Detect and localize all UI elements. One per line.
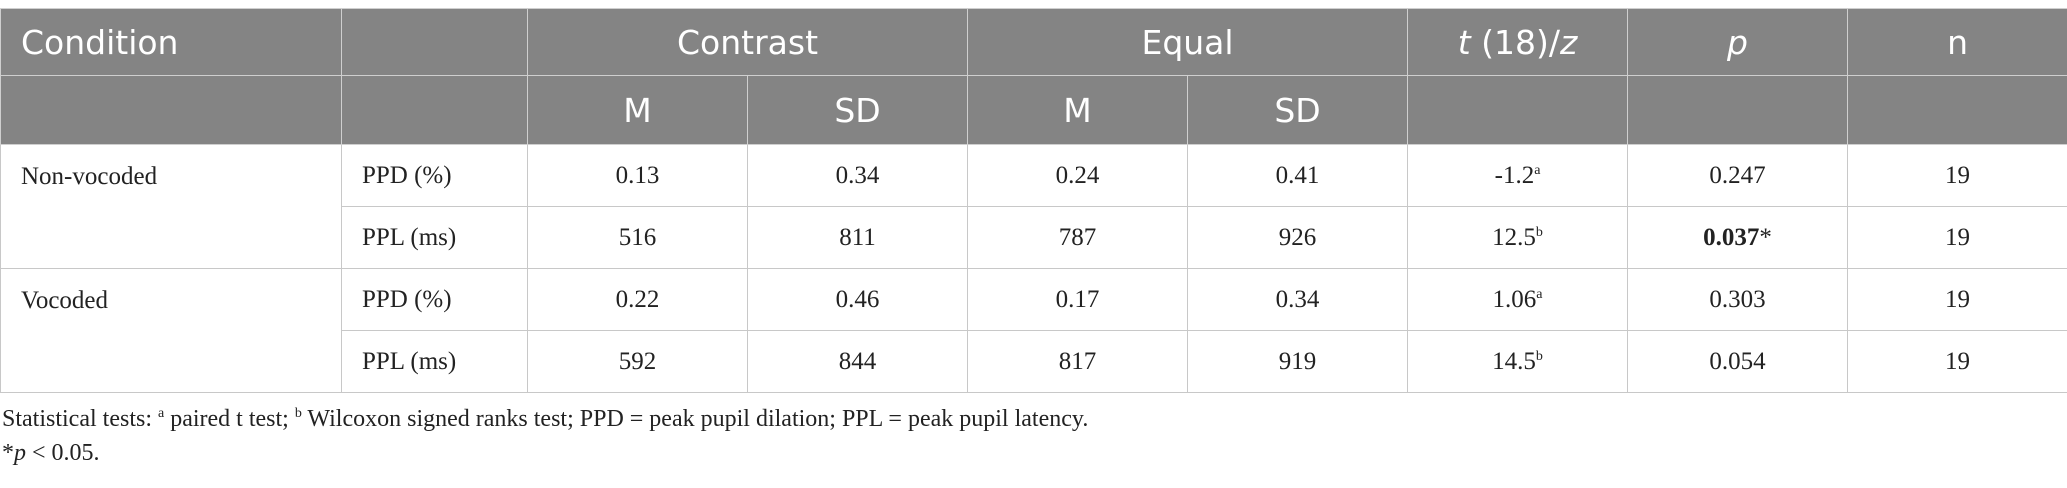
header-blank (341, 75, 528, 145)
footnote-star: * (2, 440, 14, 466)
p-value: 0.247 (1709, 161, 1766, 189)
n-cell: 19 (1847, 268, 2067, 331)
equal-sd-cell: 926 (1187, 206, 1409, 269)
footnote-p: p (14, 440, 26, 466)
measure-cell: PPD (%) (341, 144, 528, 207)
header-row-1: Condition Contrast Equal t (18)/z p n (0, 8, 2067, 76)
equal-m-cell: 0.17 (967, 268, 1189, 331)
header-row-2: M SD M SD (0, 75, 2067, 145)
results-table: Condition Contrast Equal t (18)/z p n M … (0, 8, 2067, 393)
header-condition: Condition (0, 8, 342, 76)
p-value: 0.303 (1709, 285, 1766, 313)
contrast-m-cell: 592 (527, 330, 748, 393)
footnote-tests: Statistical tests: a paired t test; b Wi… (2, 402, 1088, 436)
statistic-value: -1.2 (1494, 161, 1535, 189)
equal-m-cell: 787 (967, 206, 1189, 269)
statistic-value: 1.06 (1492, 285, 1537, 313)
header-blank (1627, 75, 1849, 145)
contrast-sd-cell: 0.34 (746, 144, 969, 207)
statistic-cell: 1.06a (1407, 268, 1629, 331)
statistic-cell: 12.5b (1407, 206, 1629, 269)
measure-cell: PPL (ms) (341, 206, 528, 269)
n-cell: 19 (1847, 206, 2067, 269)
table-row: PPL (ms) 592 844 817 919 14.5b 0.054 19 (1, 330, 2067, 393)
condition-cell: Vocoded (0, 268, 342, 393)
measure-cell: PPD (%) (341, 268, 528, 331)
statistic-footnote: a (1534, 162, 1541, 178)
header-contrast: Contrast (526, 8, 969, 76)
header-blank (1847, 75, 2067, 145)
header-blank (341, 8, 528, 76)
statistic-value: 14.5 (1492, 347, 1536, 375)
header-contrast-m: M (527, 75, 748, 145)
statistic-value: 12.5 (1492, 223, 1536, 251)
header-equal-sd: SD (1187, 75, 1409, 145)
footnote-text: Statistical tests: (2, 406, 158, 432)
header-equal-m: M (967, 75, 1189, 145)
footnote-marker-b: b (294, 406, 302, 421)
table-row: Vocoded PPD (%) 0.22 0.46 0.17 0.34 1.06… (0, 268, 2067, 393)
contrast-m-cell: 0.13 (527, 144, 748, 207)
p-cell: 0.247 (1627, 144, 1849, 207)
statistic-footnote: b (1535, 224, 1543, 240)
header-z: z (1560, 22, 1578, 62)
footnote-text: Wilcoxon signed ranks test; PPD = peak p… (301, 406, 1089, 432)
p-cell: 0.303 (1627, 268, 1849, 331)
equal-sd-cell: 0.34 (1187, 268, 1409, 331)
header-statistic: t (18)/z (1407, 8, 1629, 76)
footnote-text: paired t test; (164, 406, 295, 432)
equal-sd-cell: 919 (1187, 330, 1409, 393)
n-cell: 19 (1847, 330, 2067, 393)
header-equal: Equal (967, 8, 1409, 76)
measure-cell: PPL (ms) (341, 330, 528, 393)
table-footnotes: Statistical tests: a paired t test; b Wi… (2, 402, 1088, 470)
n-cell: 19 (1847, 144, 2067, 207)
header-df: (18)/ (1470, 22, 1561, 62)
p-value-significant: 0.037 (1703, 223, 1760, 251)
table-row: Non-vocoded PPD (%) 0.13 0.34 0.24 0.41 … (0, 144, 2067, 269)
contrast-sd-cell: 844 (746, 330, 969, 393)
statistic-cell: -1.2a (1407, 144, 1629, 207)
footnote-significance: *p < 0.05. (2, 436, 1088, 470)
header-n: n (1847, 8, 2067, 76)
p-cell: 0.037* (1627, 206, 1849, 269)
statistic-cell: 14.5b (1407, 330, 1629, 393)
contrast-m-cell: 0.22 (527, 268, 748, 331)
statistic-footnote: a (1536, 286, 1543, 302)
header-t: t (1457, 22, 1471, 62)
equal-sd-cell: 0.41 (1187, 144, 1409, 207)
p-value: 0.054 (1709, 347, 1766, 375)
header-p: p (1627, 8, 1849, 76)
statistic-footnote: b (1535, 348, 1543, 364)
contrast-m-cell: 516 (527, 206, 748, 269)
condition-cell: Non-vocoded (0, 144, 342, 269)
equal-m-cell: 0.24 (967, 144, 1189, 207)
header-blank (1407, 75, 1629, 145)
footnote-marker-a: a (158, 406, 165, 421)
header-blank (0, 75, 342, 145)
contrast-sd-cell: 0.46 (746, 268, 969, 331)
equal-m-cell: 817 (967, 330, 1189, 393)
contrast-sd-cell: 811 (746, 206, 969, 269)
footnote-text: < 0.05. (26, 440, 100, 466)
p-cell: 0.054 (1627, 330, 1849, 393)
header-contrast-sd: SD (746, 75, 969, 145)
significance-star: * (1759, 223, 1772, 251)
